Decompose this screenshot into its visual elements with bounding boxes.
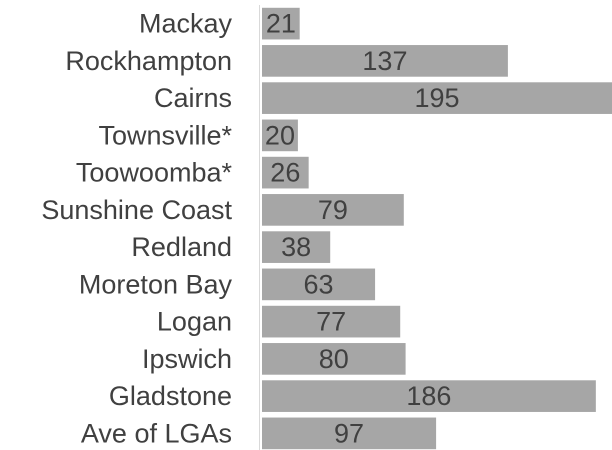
value-label-3: 20	[265, 120, 295, 150]
bar-2	[262, 82, 612, 114]
bar-1	[262, 45, 508, 77]
value-label-10: 186	[406, 381, 451, 411]
value-label-9: 80	[319, 344, 349, 374]
category-label-1: Rockhampton	[65, 46, 232, 76]
bar-9	[262, 343, 406, 375]
category-label-11: Ave of LGAs	[81, 418, 232, 448]
category-labels-group: Mackay Rockhampton Cairns Townsville* Toowoo…	[41, 9, 232, 449]
bars-group	[262, 7, 612, 450]
category-label-7: Moreton Bay	[79, 269, 233, 299]
value-label-4: 26	[270, 158, 300, 188]
bar-11	[262, 417, 437, 450]
category-label-3: Townsville*	[98, 120, 232, 150]
bar-10	[262, 380, 596, 412]
value-label-8: 77	[316, 307, 346, 337]
category-label-0: Mackay	[139, 9, 233, 39]
value-label-6: 38	[281, 232, 311, 262]
value-label-1: 137	[362, 46, 407, 76]
value-label-2: 195	[414, 83, 459, 113]
category-label-2: Cairns	[154, 83, 232, 113]
bar-0	[262, 7, 300, 40]
value-label-11: 97	[334, 418, 364, 448]
bar-3	[262, 119, 298, 152]
bar-5	[262, 194, 404, 226]
value-label-5: 79	[318, 195, 348, 225]
category-label-4: Toowoomba*	[76, 158, 233, 188]
category-label-10: Gladstone	[109, 381, 232, 411]
category-label-5: Sunshine Coast	[41, 195, 232, 225]
bar-6	[262, 231, 331, 263]
category-label-9: Ipswich	[142, 344, 232, 374]
value-label-7: 63	[304, 269, 334, 299]
bar-8	[262, 305, 401, 338]
bar-7	[262, 268, 376, 301]
bar-4	[262, 156, 309, 189]
value-label-0: 21	[266, 9, 296, 39]
category-label-6: Redland	[131, 232, 232, 262]
category-label-8: Logan	[157, 307, 232, 337]
